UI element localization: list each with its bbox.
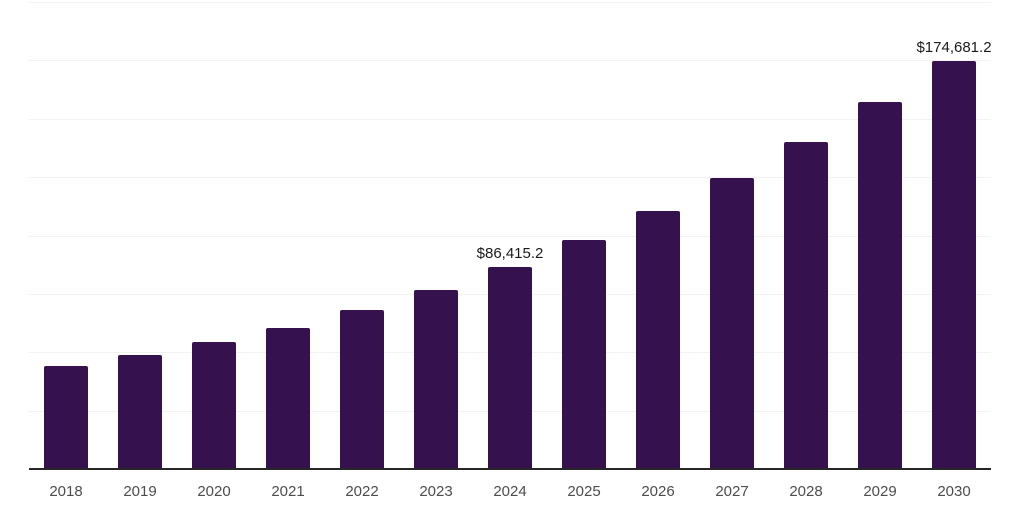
gridline <box>29 118 991 120</box>
x-tick-label-2025: 2025 <box>567 483 601 500</box>
bar-2030 <box>932 61 976 469</box>
x-tick-label-2028: 2028 <box>789 483 823 500</box>
x-axis-tick-labels: 2018 2019 2020 2021 2022 2023 2024 2025 2026 2027… <box>29 484 991 502</box>
plot-area: $86,415.2 $174,681.2 <box>29 2 992 470</box>
bar-2020 <box>192 342 236 469</box>
x-tick-label-2023: 2023 <box>419 483 453 500</box>
x-tick-label-2020: 2020 <box>197 483 231 500</box>
x-tick-label-2029: 2029 <box>863 483 897 500</box>
x-tick-label-2018: 2018 <box>49 483 83 500</box>
gridline <box>29 235 991 237</box>
gridline <box>29 60 991 62</box>
bar-2027 <box>710 178 754 469</box>
bar-2018 <box>44 366 88 469</box>
x-tick-label-2022: 2022 <box>345 483 379 500</box>
gridline <box>29 177 991 179</box>
x-axis-line <box>29 468 991 470</box>
bar-2024 <box>488 267 532 469</box>
bar-2022 <box>340 310 384 469</box>
x-tick-label-2027: 2027 <box>715 483 749 500</box>
x-tick-label-2026: 2026 <box>641 483 675 500</box>
bar-2023 <box>414 289 458 469</box>
bar-2026 <box>636 210 680 469</box>
x-tick-label-2019: 2019 <box>123 483 157 500</box>
bar-2029 <box>858 102 902 469</box>
x-tick-label-2024: 2024 <box>493 483 527 500</box>
x-tick-label-2021: 2021 <box>271 483 305 500</box>
value-label-2024: $86,415.2 <box>476 245 544 263</box>
bar-2028 <box>784 141 828 469</box>
bar-2019 <box>118 355 162 469</box>
bar-2025 <box>562 239 606 469</box>
x-tick-label-2030: 2030 <box>937 483 971 500</box>
gridline <box>29 2 991 3</box>
value-label-2030: $174,681.2 <box>916 39 992 57</box>
bar-2021 <box>266 327 310 469</box>
